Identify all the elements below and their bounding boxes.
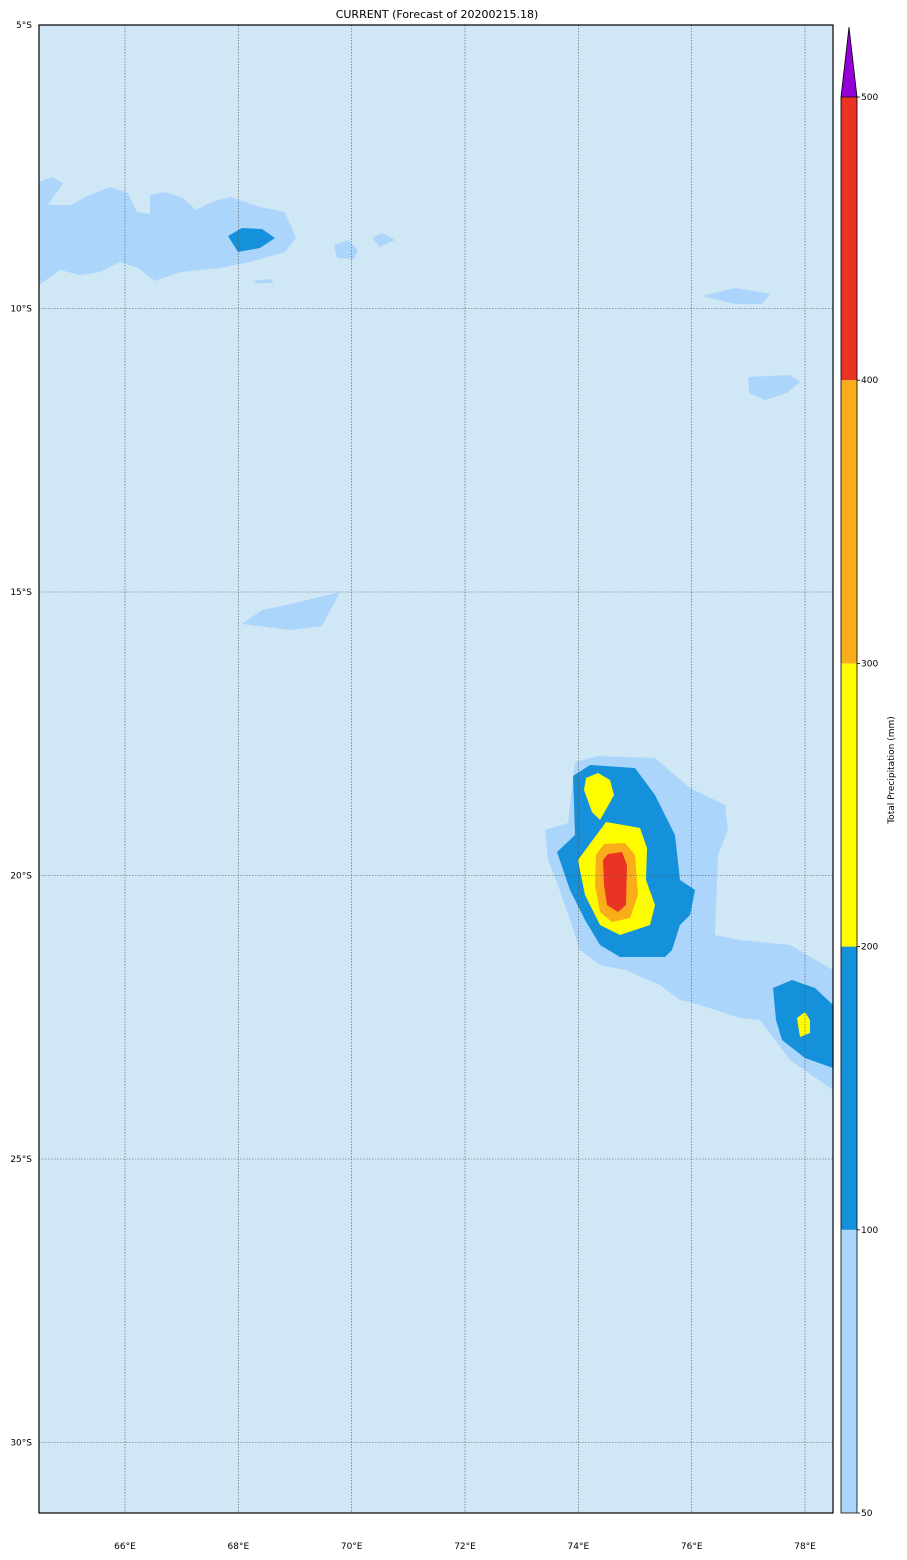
- lat-tick-label: 15°S: [10, 588, 32, 598]
- contours: [39, 177, 833, 1090]
- colorbar-extend-arrow: [840, 26, 858, 98]
- lon-tick-label: 76°E: [681, 1542, 703, 1552]
- lat-tick-label: 25°S: [10, 1155, 32, 1165]
- colorbar-segment: [841, 1229, 857, 1513]
- contour-50: [242, 592, 340, 630]
- lon-tick-label: 72°E: [454, 1542, 476, 1552]
- lon-tick-label: 74°E: [568, 1542, 590, 1552]
- colorbar-label: Total Precipitation (mm): [887, 716, 897, 825]
- lat-tick-label: 20°S: [10, 872, 32, 882]
- lon-tick-label: 78°E: [794, 1542, 816, 1552]
- contour-50: [702, 288, 770, 304]
- lon-tick-label: 66°E: [114, 1542, 136, 1552]
- contour-100: [228, 228, 275, 252]
- contour-200: [584, 773, 614, 820]
- colorbar-segment: [841, 97, 857, 381]
- lon-tick-label: 68°E: [228, 1542, 250, 1552]
- lat-tick-label: 30°S: [10, 1439, 32, 1449]
- colorbar-segment: [841, 663, 857, 947]
- contour-50: [39, 177, 296, 285]
- contour-50: [372, 233, 395, 247]
- contour-400: [603, 852, 627, 912]
- colorbar-tick-label: 100: [861, 1226, 878, 1236]
- colorbar-tick-label: 50: [861, 1509, 873, 1519]
- colorbar-tick-label: 300: [861, 659, 878, 669]
- colorbar-segment: [841, 946, 857, 1230]
- contour-50: [748, 375, 800, 400]
- lat-tick-label: 5°S: [16, 21, 32, 31]
- contour-200: [797, 1012, 810, 1037]
- colorbar-tick-label: 400: [861, 376, 878, 386]
- map-title: CURRENT (Forecast of 20200215.18): [335, 8, 539, 21]
- colorbar-frame: [840, 97, 858, 1514]
- axis-labels: 66°E 68°E 70°E 72°E 74°E 76°E 78°E 5°S 10°S 15°S 2…: [10, 21, 816, 1552]
- contour-50: [334, 240, 358, 259]
- lon-tick-label: 70°E: [341, 1542, 363, 1552]
- contour-50: [252, 279, 274, 283]
- colorbar-segment: [841, 380, 857, 664]
- colorbar-tick-label: 200: [861, 943, 878, 953]
- lat-tick-label: 10°S: [10, 305, 32, 315]
- colorbar: 50 100 200 300 400 500: [840, 26, 878, 1519]
- map-frame: [38, 24, 834, 1514]
- colorbar-tick-label: 500: [861, 93, 878, 103]
- graticule: [39, 25, 833, 1513]
